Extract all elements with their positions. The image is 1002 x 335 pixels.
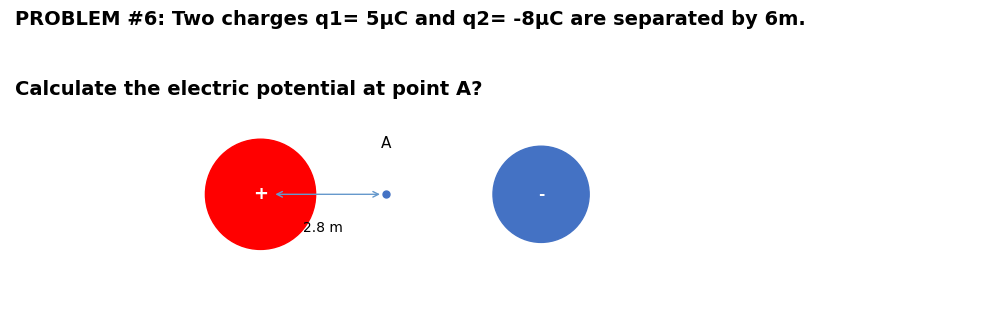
- Ellipse shape: [205, 139, 316, 250]
- Ellipse shape: [493, 146, 589, 243]
- Text: +: +: [254, 185, 268, 203]
- Text: 2.8 m: 2.8 m: [303, 221, 343, 235]
- Text: A: A: [381, 136, 391, 151]
- Text: -: -: [538, 187, 544, 202]
- Text: PROBLEM #6: Two charges q1= 5μC and q2= -8μC are separated by 6m.: PROBLEM #6: Two charges q1= 5μC and q2= …: [15, 10, 806, 29]
- Text: Calculate the electric potential at point A?: Calculate the electric potential at poin…: [15, 80, 483, 99]
- Point: [378, 192, 394, 197]
